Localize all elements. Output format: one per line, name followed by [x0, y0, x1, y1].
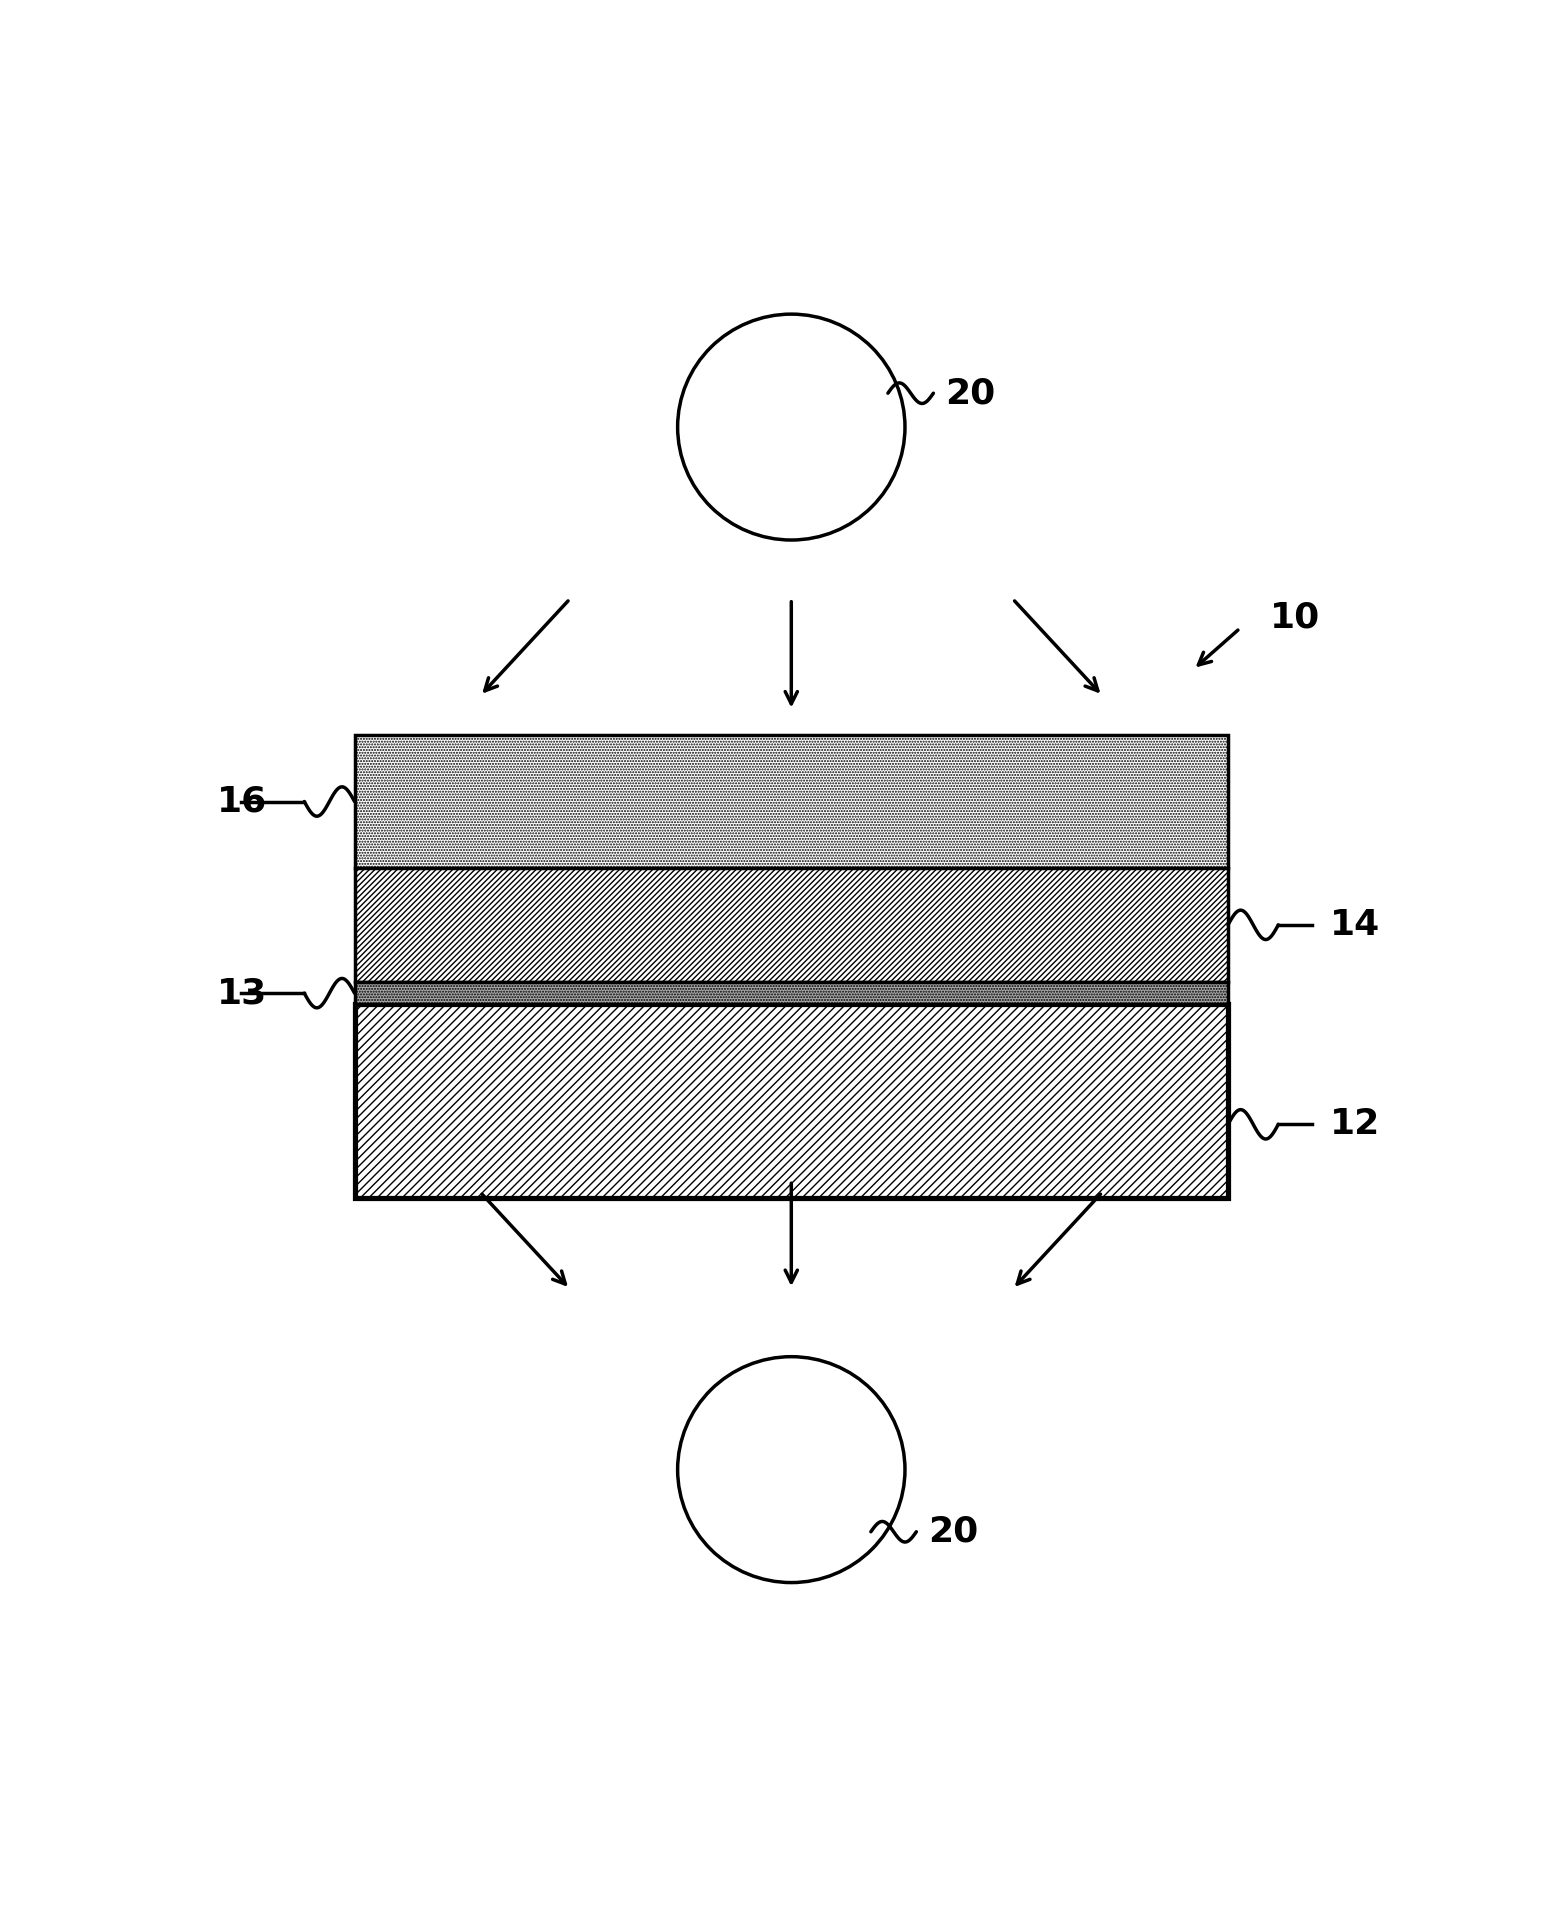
- Text: 13: 13: [216, 976, 267, 1011]
- Text: 12: 12: [1329, 1108, 1380, 1140]
- Text: 16: 16: [216, 784, 267, 818]
- Bar: [355, 868, 1227, 982]
- Text: 10: 10: [1271, 601, 1320, 635]
- Text: 20: 20: [945, 376, 996, 410]
- Text: 20: 20: [928, 1514, 979, 1548]
- Bar: [355, 1005, 1227, 1198]
- Bar: [355, 982, 1227, 1005]
- Bar: [355, 736, 1227, 868]
- Text: 14: 14: [1329, 908, 1380, 942]
